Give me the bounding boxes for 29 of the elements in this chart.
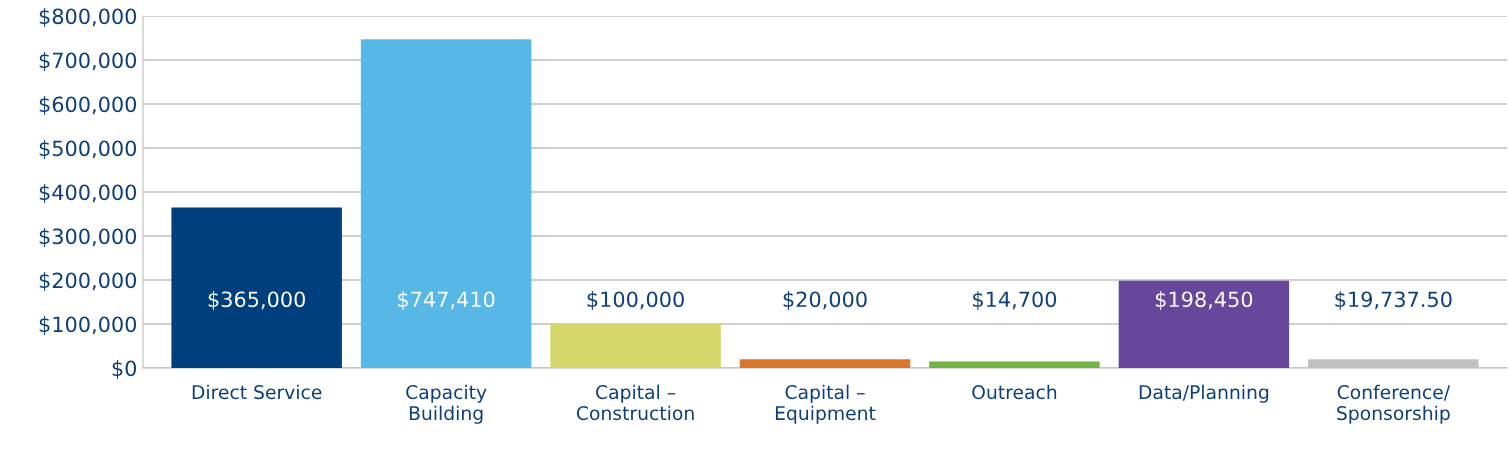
data-label: $747,410 — [398, 291, 495, 310]
data-label: $14,700 — [973, 291, 1057, 310]
x-tick-label: Capital – Construction — [576, 384, 694, 421]
bar — [1118, 280, 1290, 368]
y-tick-label: $800,000 — [39, 8, 137, 27]
y-tick-label: $200,000 — [39, 272, 137, 291]
bar — [171, 207, 342, 368]
x-tick-label: Capacity Building — [406, 384, 487, 424]
y-tick-label: $100,000 — [39, 316, 137, 335]
x-tick-label: Outreach — [972, 384, 1057, 400]
bar — [360, 39, 532, 368]
data-label: $19,737.50 — [1335, 291, 1452, 310]
data-label: $100,000 — [587, 291, 684, 310]
y-tick-label: $600,000 — [39, 96, 137, 115]
bar — [929, 361, 1100, 368]
x-tick-label: Conference/ Sponsorship — [1337, 384, 1451, 424]
bar — [550, 324, 721, 368]
bar — [739, 359, 911, 368]
y-tick-label: $400,000 — [39, 184, 137, 203]
x-tick-label: Capital – Equipment — [775, 384, 876, 424]
y-tick-label: $300,000 — [39, 228, 137, 247]
y-tick-label: $0 — [112, 360, 137, 379]
x-tick-label: Data/Planning — [1139, 384, 1269, 403]
data-label: $20,000 — [783, 291, 867, 310]
data-label: $365,000 — [208, 291, 305, 310]
y-tick-label: $500,000 — [39, 140, 137, 159]
y-tick-label: $700,000 — [39, 52, 137, 71]
x-tick-label: Direct Service — [192, 384, 322, 400]
data-label: $198,450 — [1155, 291, 1253, 310]
